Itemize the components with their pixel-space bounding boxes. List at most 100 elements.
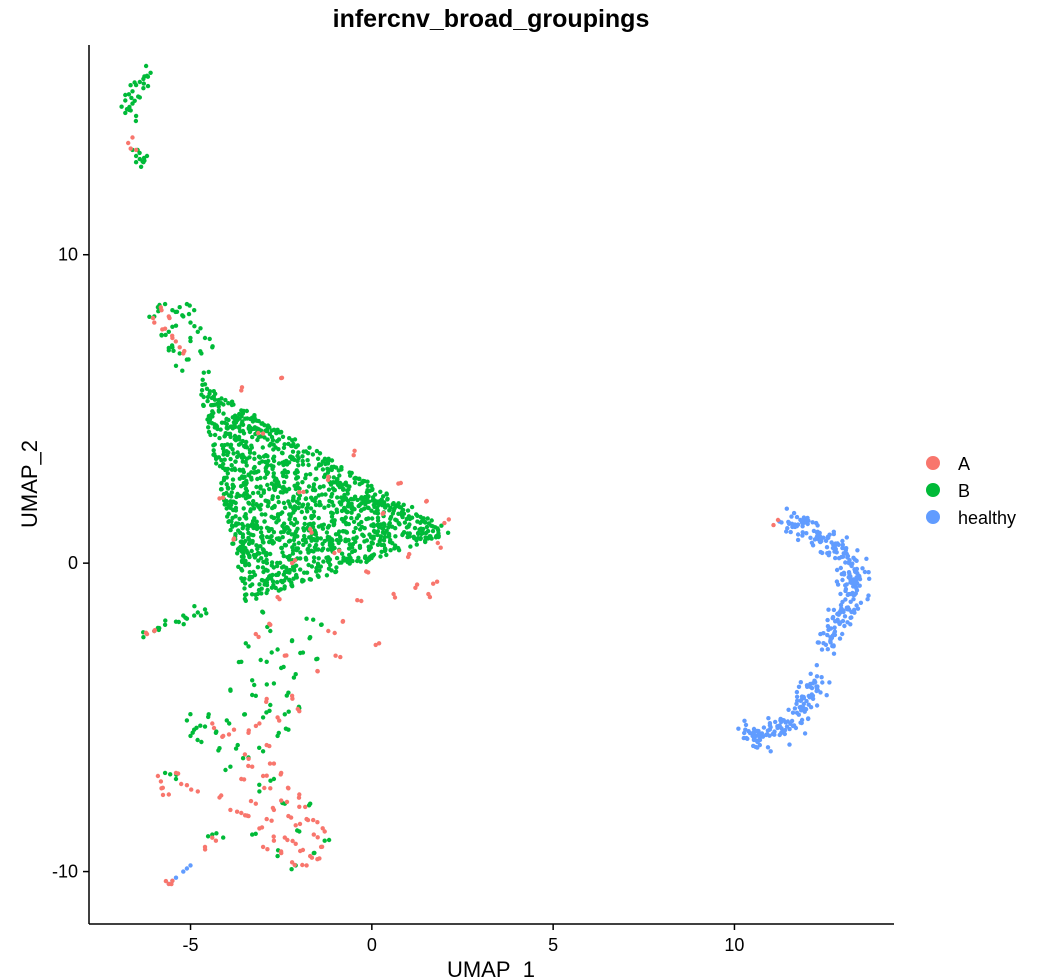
point-b [319, 492, 325, 497]
point-b [347, 561, 352, 566]
point-b [271, 427, 277, 432]
point-a [295, 706, 300, 712]
point-b [188, 733, 193, 739]
point-b [339, 495, 344, 500]
point-a [143, 630, 149, 635]
point-b [300, 454, 305, 459]
point-b [358, 559, 363, 564]
point-b [258, 544, 263, 549]
point-healthy [808, 705, 814, 710]
point-b [378, 489, 383, 494]
point-a [231, 537, 236, 542]
point-b [188, 338, 193, 344]
point-b [240, 459, 245, 464]
point-b [259, 591, 264, 596]
point-a [210, 721, 215, 726]
point-b [201, 394, 206, 400]
point-b [225, 452, 230, 458]
point-b [386, 534, 391, 539]
point-b [266, 458, 271, 464]
point-b [290, 551, 296, 556]
point-a [231, 727, 237, 732]
point-b [243, 416, 248, 421]
legend-label-a: A [958, 454, 970, 474]
point-b [247, 570, 252, 575]
point-healthy [757, 735, 762, 740]
point-b [295, 443, 300, 448]
point-b [267, 443, 272, 448]
point-b [224, 475, 229, 480]
point-healthy [768, 725, 773, 730]
point-healthy [808, 681, 813, 687]
point-b [282, 527, 288, 532]
x-tick-label: 0 [367, 935, 377, 955]
point-a [175, 771, 181, 776]
point-a [322, 829, 327, 834]
point-a [239, 810, 244, 816]
point-b [382, 531, 387, 536]
point-b [331, 464, 337, 469]
point-b [202, 382, 208, 387]
point-b [350, 558, 355, 564]
point-a [315, 669, 320, 674]
point-b [287, 577, 292, 582]
point-b [295, 469, 300, 475]
point-b [343, 538, 349, 544]
point-a [167, 315, 172, 321]
point-b [260, 539, 266, 545]
point-healthy [838, 565, 843, 571]
point-b [217, 435, 222, 441]
point-a [195, 789, 200, 794]
point-b [171, 348, 176, 353]
point-healthy [763, 732, 769, 738]
point-b [240, 419, 245, 424]
point-a [277, 718, 282, 723]
point-b [250, 490, 256, 496]
point-healthy [188, 863, 193, 868]
point-b [317, 484, 323, 490]
point-b [234, 418, 239, 423]
point-healthy [795, 532, 801, 537]
point-b [286, 709, 291, 714]
point-b [280, 535, 285, 540]
point-b [311, 509, 317, 514]
point-a [267, 743, 272, 749]
point-b [219, 481, 224, 486]
point-healthy [849, 563, 854, 569]
point-healthy [819, 647, 825, 652]
point-healthy [837, 636, 843, 641]
point-b [235, 742, 240, 748]
point-b [307, 636, 312, 641]
point-b [288, 504, 293, 509]
point-healthy [184, 866, 190, 871]
point-b [202, 607, 208, 612]
point-healthy [864, 556, 869, 561]
point-b [288, 454, 293, 460]
point-b [276, 730, 281, 736]
point-b [352, 507, 357, 512]
point-b [275, 512, 281, 517]
point-healthy [831, 529, 836, 534]
point-a [308, 527, 313, 532]
point-a [211, 725, 217, 731]
point-b [278, 530, 284, 535]
point-healthy [841, 551, 846, 556]
point-b [229, 424, 234, 429]
point-b [230, 477, 236, 482]
point-healthy [765, 745, 771, 750]
point-b [285, 569, 290, 575]
point-b [240, 756, 246, 761]
point-b [243, 563, 248, 568]
point-b [406, 514, 412, 519]
point-a [264, 699, 269, 704]
point-healthy [750, 733, 755, 739]
point-a [265, 847, 270, 852]
point-b [209, 395, 214, 401]
point-b [198, 723, 203, 728]
point-b [280, 434, 286, 439]
point-b [425, 516, 430, 521]
point-a [163, 878, 169, 884]
point-b [369, 508, 374, 513]
point-b [296, 505, 301, 511]
